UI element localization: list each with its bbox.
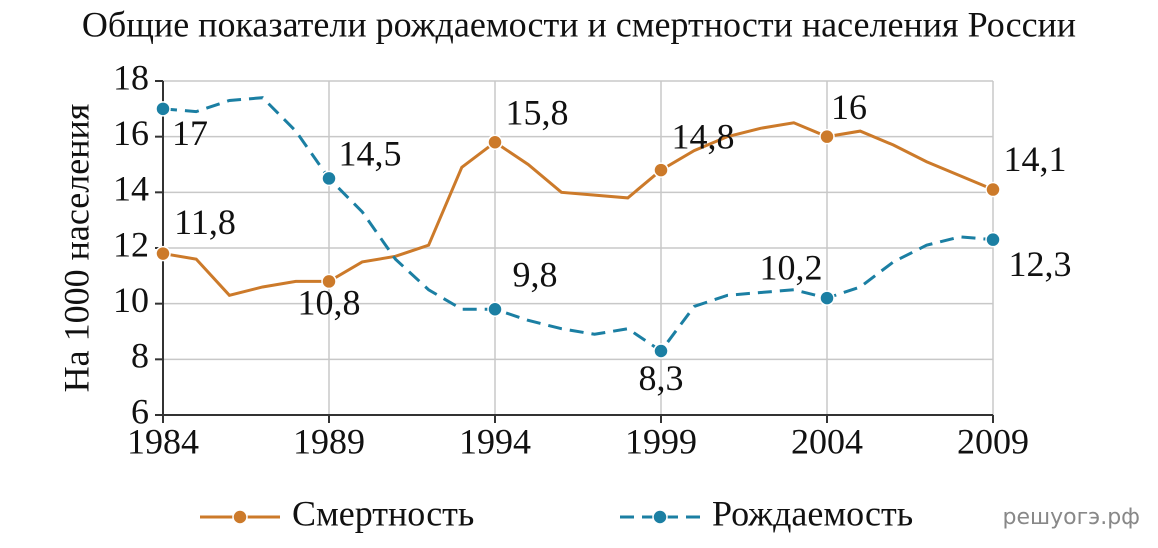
data-label: 15,8 — [506, 92, 569, 132]
data-label: 9,8 — [513, 254, 558, 294]
y-tick-label: 10 — [113, 280, 149, 320]
data-label: 10,2 — [760, 247, 823, 287]
point-marker — [985, 231, 1001, 248]
data-label: 14,8 — [672, 116, 735, 156]
point-marker — [487, 134, 503, 150]
x-tick-label: 2009 — [957, 421, 1029, 461]
y-tick-label: 16 — [113, 113, 149, 153]
chart-title: Общие показатели рождаемости и смертност… — [82, 4, 1076, 44]
data-label: 12,3 — [1009, 244, 1072, 284]
data-label: 10,8 — [298, 283, 361, 323]
series-line — [162, 96, 994, 354]
y-axis-label: На 1000 населения — [56, 104, 96, 393]
data-label: 17 — [172, 113, 208, 153]
point-marker — [653, 162, 669, 178]
x-tick-label: 2004 — [791, 421, 863, 461]
y-tick-label: 18 — [113, 57, 149, 97]
data-label: 8,3 — [639, 358, 684, 398]
point-marker — [321, 170, 337, 187]
point-marker — [985, 181, 1001, 198]
point-marker — [155, 101, 171, 117]
x-tick-label: 1999 — [625, 421, 697, 461]
y-tick-label: 14 — [113, 169, 149, 209]
x-tick-label: 1994 — [459, 421, 531, 461]
point-marker — [653, 343, 669, 359]
point-marker — [819, 128, 835, 145]
legend-label: Смертность — [292, 493, 474, 533]
point-marker — [819, 290, 835, 306]
y-tick-label: 6 — [131, 391, 149, 431]
data-label: 16 — [831, 87, 867, 127]
data-label: 14,1 — [1004, 139, 1067, 179]
series-line — [162, 121, 994, 297]
point-marker — [321, 273, 337, 290]
watermark: решуогэ.рф — [1002, 505, 1140, 530]
point-marker — [155, 245, 171, 262]
y-tick-label: 8 — [131, 336, 149, 376]
x-tick-label: 1989 — [293, 421, 365, 461]
y-tick-label: 12 — [113, 224, 149, 264]
data-label: 11,8 — [174, 202, 236, 242]
point-marker — [487, 301, 503, 317]
x-tick-label: 1984 — [127, 421, 199, 461]
data-label: 14,5 — [339, 134, 402, 174]
legend-label: Рождаемость — [712, 493, 913, 533]
legend-marker — [232, 509, 248, 525]
legend-marker — [652, 509, 668, 525]
